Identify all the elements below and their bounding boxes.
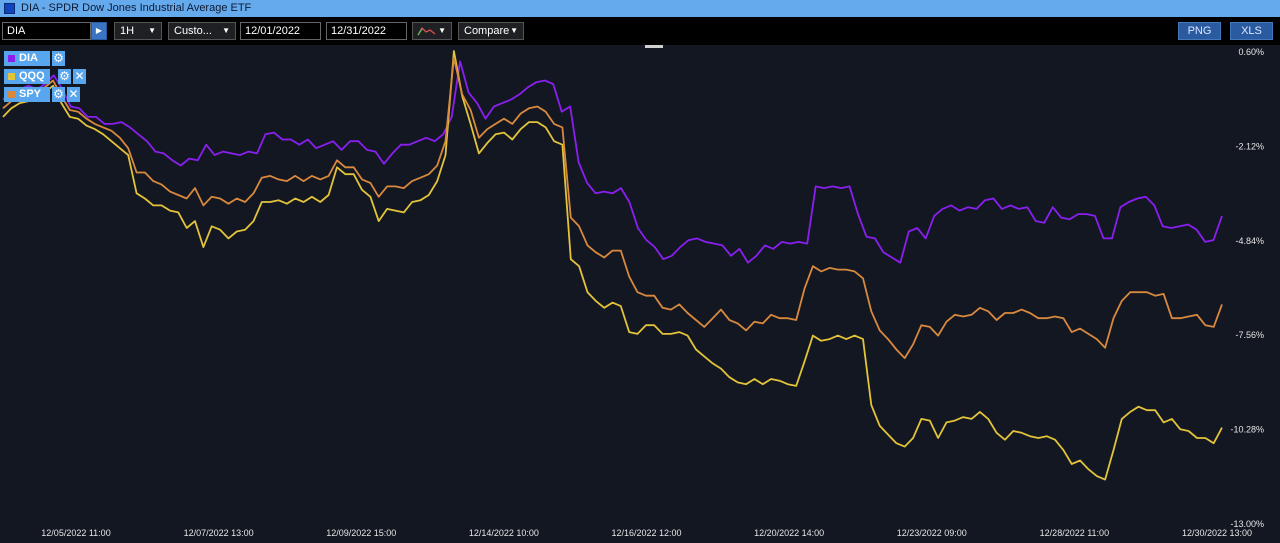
x-tick-label: 12/09/2022 15:00 — [326, 528, 396, 538]
legend-swatch — [8, 55, 15, 62]
close-icon[interactable]: ✕ — [73, 69, 86, 84]
legend-swatch — [8, 73, 15, 80]
window-title: DIA - SPDR Dow Jones Industrial Average … — [21, 2, 252, 14]
interval-value: 1H — [120, 25, 135, 37]
collapse-handle-icon[interactable] — [645, 45, 663, 48]
gear-icon[interactable]: ⚙ — [52, 87, 65, 102]
y-tick-label: 0.60% — [1238, 47, 1264, 57]
x-tick-label: 12/23/2022 09:00 — [897, 528, 967, 538]
x-tick-label: 12/16/2022 12:00 — [611, 528, 681, 538]
series-line-spy — [2, 56, 1223, 360]
gear-icon[interactable]: ⚙ — [58, 69, 71, 84]
interval-select[interactable]: 1H ▼ — [114, 22, 162, 40]
legend-item-spy[interactable]: SPY — [4, 87, 50, 102]
png-export-button[interactable]: PNG — [1178, 22, 1221, 40]
compare-label: Compare — [464, 25, 510, 37]
window-titlebar: DIA - SPDR Dow Jones Industrial Average … — [0, 0, 1280, 17]
legend-label: QQQ — [19, 70, 45, 82]
range-select[interactable]: Custo... ▼ — [168, 22, 236, 40]
series-line-dia — [2, 60, 1223, 264]
series-line-qqq — [2, 50, 1223, 481]
legend-label: SPY — [19, 88, 42, 100]
xls-export-button[interactable]: XLS — [1230, 22, 1273, 40]
symbol-input[interactable]: DIA — [2, 22, 91, 40]
legend-label: DIA — [19, 52, 38, 64]
y-tick-label: -10.28% — [1230, 425, 1264, 435]
chart-area: 0.60% -2.12% -4.84% -7.56% -10.28% -13.00% 12… — [2, 45, 1264, 538]
start-date-input[interactable]: 12/01/2022 — [240, 22, 321, 40]
legend-item-dia[interactable]: DIA — [4, 51, 50, 66]
toolbar: DIA ▶ 1H ▼ Custo... ▼ 12/01/2022 12/31/202… — [0, 17, 1280, 45]
end-date-input[interactable]: 12/31/2022 — [326, 22, 407, 40]
chart-style-select[interactable]: ▼ — [412, 22, 452, 40]
legend-swatch — [8, 91, 15, 98]
chevron-down-icon: ▼ — [222, 26, 230, 35]
x-tick-label: 12/07/2022 13:00 — [184, 528, 254, 538]
x-tick-label: 12/20/2022 14:00 — [754, 528, 824, 538]
y-tick-label: -2.12% — [1235, 141, 1264, 151]
line-chart-icon — [417, 26, 436, 36]
play-arrow-icon[interactable]: ▶ — [91, 22, 107, 40]
compare-select[interactable]: Compare ▼ — [458, 22, 524, 40]
close-icon[interactable]: ✕ — [67, 87, 80, 102]
gear-icon[interactable]: ⚙ — [52, 51, 65, 66]
app-logo-icon — [4, 3, 15, 14]
x-tick-label: 12/30/2022 13:00 — [1182, 528, 1252, 538]
y-tick-label: -4.84% — [1235, 236, 1264, 246]
chevron-down-icon: ▼ — [438, 26, 446, 35]
chevron-down-icon: ▼ — [510, 26, 518, 35]
chevron-down-icon: ▼ — [148, 26, 156, 35]
x-tick-label: 12/28/2022 11:00 — [1040, 528, 1109, 538]
x-tick-label: 12/14/2022 10:00 — [469, 528, 539, 538]
y-tick-label: -7.56% — [1235, 330, 1264, 340]
x-tick-label: 12/05/2022 11:00 — [41, 528, 110, 538]
legend-item-qqq[interactable]: QQQ — [4, 69, 50, 84]
range-value: Custo... — [174, 25, 212, 37]
y-tick-label: -13.00% — [1230, 519, 1264, 529]
